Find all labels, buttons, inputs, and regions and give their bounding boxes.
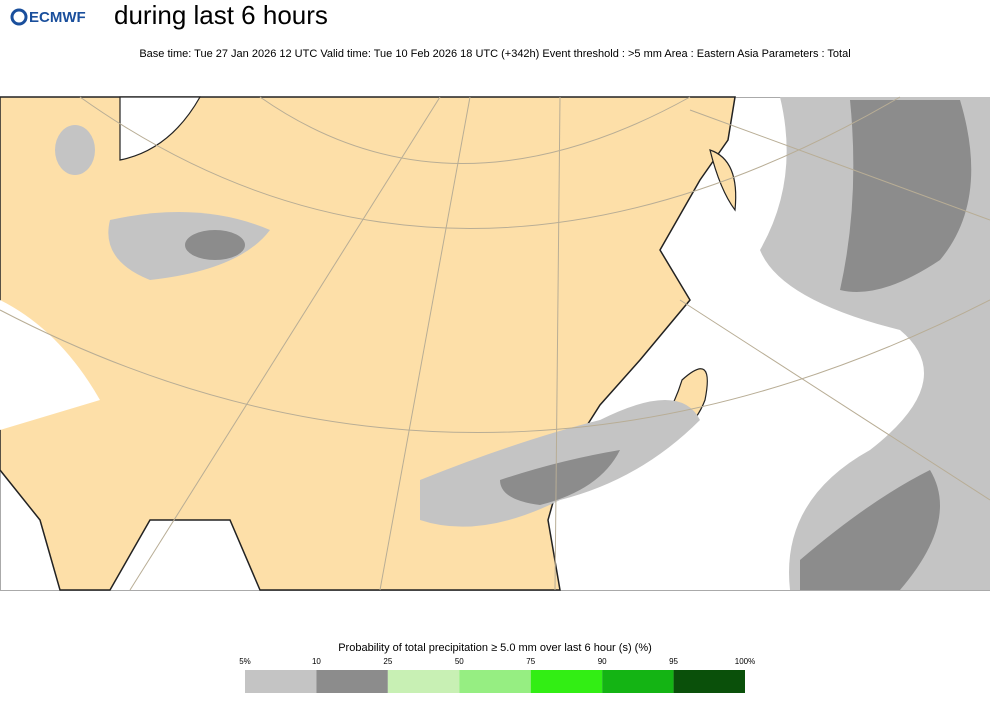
legend-tick-label: 5% [239, 657, 251, 666]
legend-swatch [602, 670, 674, 693]
legend-title: Probability of total precipitation ≥ 5.0… [338, 642, 652, 654]
legend-swatch [459, 670, 531, 693]
sea [119, 96, 202, 161]
legend-swatch [387, 670, 460, 693]
logo: ECMWF [10, 8, 86, 26]
logo-text: ECMWF [29, 9, 86, 26]
legend-swatch [673, 670, 745, 693]
legend-tick-label: 100% [735, 657, 755, 666]
legend-tick-label: 90 [598, 657, 607, 666]
legend-tick-label: 10 [312, 657, 321, 666]
map [0, 96, 990, 591]
legend-swatch [245, 670, 317, 693]
legend-tick-label: 50 [455, 657, 464, 666]
logo-icon [10, 8, 28, 26]
legend-swatch [530, 670, 603, 693]
legend-tick-label: 75 [526, 657, 535, 666]
legend-tick-label: 95 [669, 657, 678, 666]
title: during last 6 hours [114, 0, 328, 30]
sea [0, 300, 100, 430]
legend: 5% 10 25 50 75 90 95 100% [239, 657, 755, 693]
graticule [0, 96, 990, 591]
legend-swatch [316, 670, 388, 693]
precip-dark [185, 100, 972, 590]
island [709, 149, 737, 212]
subtitle: Base time: Tue 27 Jan 2026 12 UTC Valid … [139, 48, 850, 60]
legend-tick-label: 25 [383, 657, 392, 666]
